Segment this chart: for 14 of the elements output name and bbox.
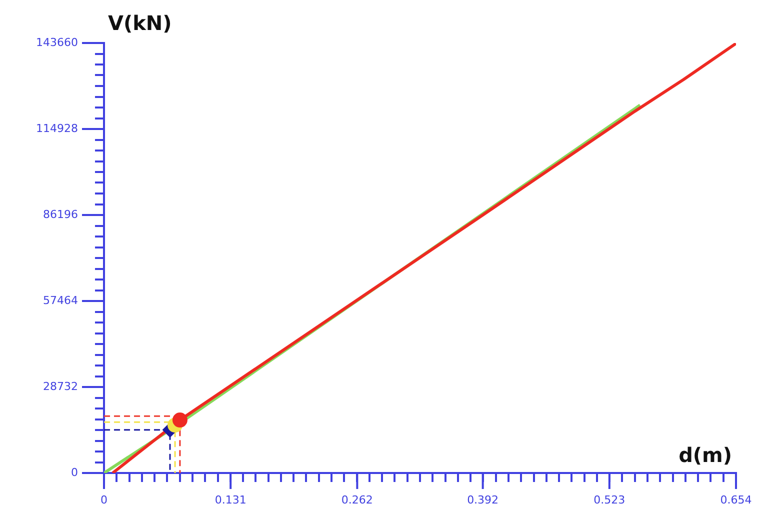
x-tick-label: 0.654 <box>720 493 752 506</box>
x-tick-label: 0.131 <box>214 493 246 506</box>
y-tick-label: 114928 <box>36 122 78 135</box>
x-tick-label: 0 <box>100 493 108 506</box>
x-axis-title: d(m) <box>678 443 732 468</box>
y-tick-label: 143660 <box>36 36 78 49</box>
y-tick-label: 28732 <box>43 380 78 393</box>
y-tick-label: 0 <box>71 466 78 479</box>
x-tick-label: 0.262 <box>341 493 373 506</box>
y-tick-label: 57464 <box>43 294 78 307</box>
x-tick-label: 0.392 <box>467 493 499 506</box>
y-axis-title: V(kN) <box>108 11 172 36</box>
x-tick-label: 0.523 <box>594 493 626 506</box>
y-tick-label: 86196 <box>43 208 78 221</box>
